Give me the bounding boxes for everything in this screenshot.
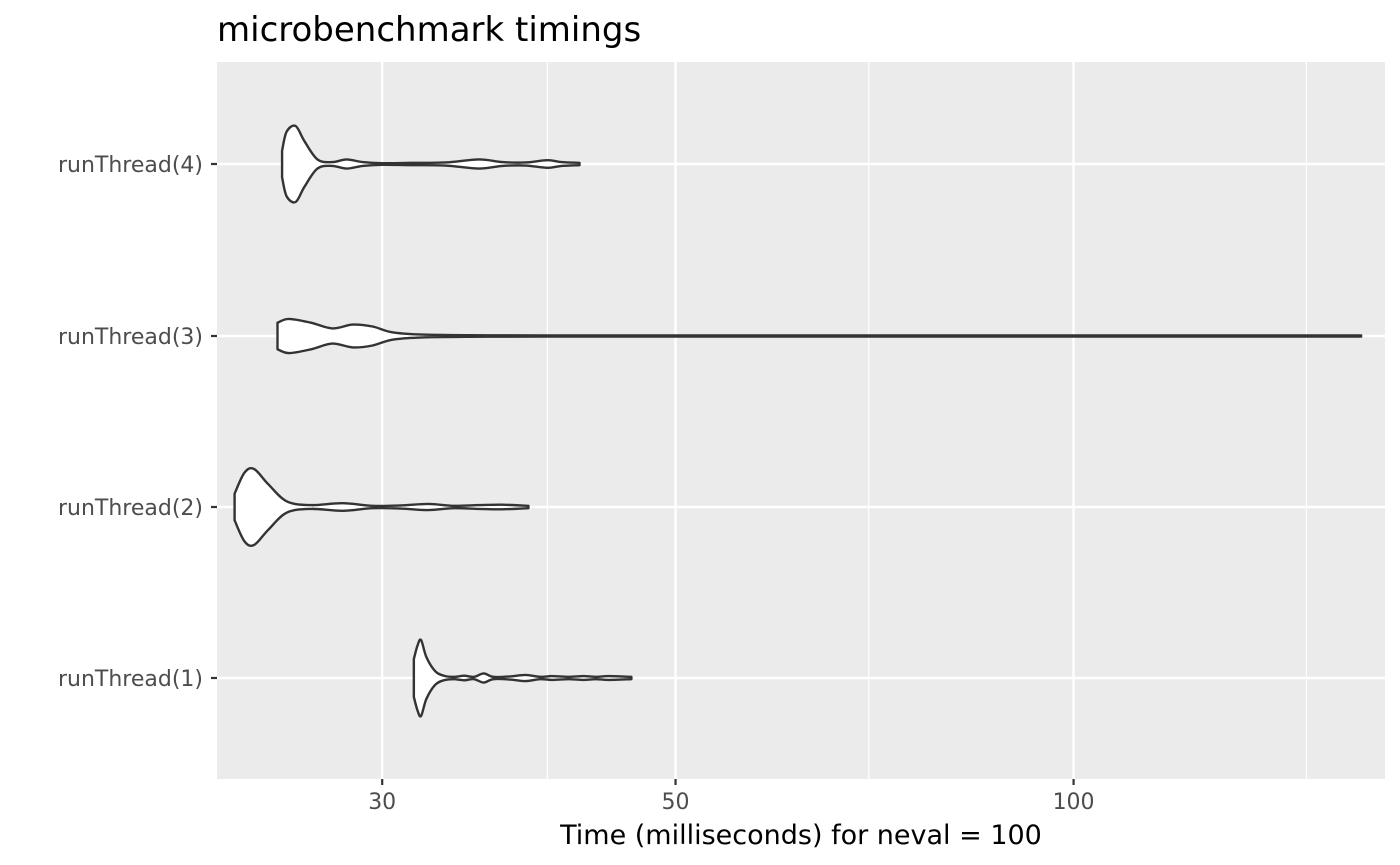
violin-runthread3 (276, 317, 1363, 355)
violin-runthread2 (233, 467, 530, 547)
y-tick-label: runThread(3) (58, 325, 203, 350)
x-tick-label: 30 (368, 790, 396, 815)
y-axis: runThread(4) runThread(3) runThread(2) runT… (58, 153, 217, 692)
y-tick-label: runThread(4) (58, 153, 203, 178)
plot-panel (217, 62, 1385, 779)
y-tick-label: runThread(2) (58, 496, 203, 521)
x-axis-title: Time (milliseconds) for neval = 100 (559, 820, 1042, 851)
violins (233, 124, 1363, 718)
violin-runthread4 (280, 124, 581, 204)
x-tick-label: 100 (1053, 790, 1095, 815)
x-axis: 30 50 100 (368, 779, 1095, 815)
y-tick-label: runThread(1) (58, 667, 203, 692)
x-tick-label: 50 (662, 790, 690, 815)
violin-runthread1 (412, 638, 633, 718)
chart-title: microbenchmark timings (217, 10, 641, 50)
minor-gridlines (546, 62, 1308, 779)
